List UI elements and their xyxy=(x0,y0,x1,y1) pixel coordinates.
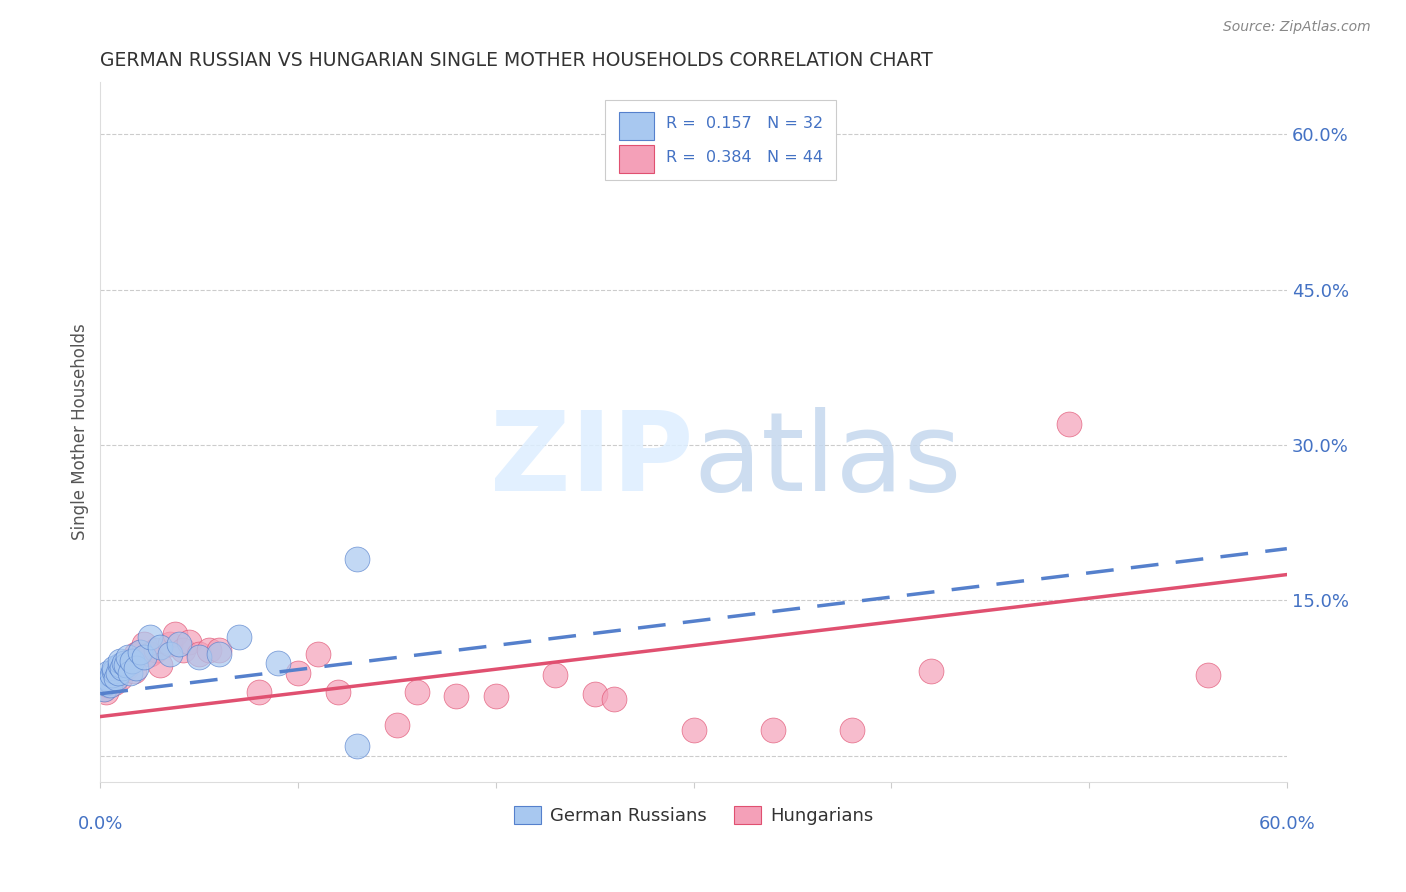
Point xyxy=(118,666,141,681)
Point xyxy=(198,643,221,657)
Point xyxy=(117,650,139,665)
Point xyxy=(1059,417,1081,432)
Point xyxy=(97,671,120,685)
Point xyxy=(169,637,191,651)
Point xyxy=(188,650,211,665)
Point xyxy=(115,657,138,672)
Text: R =  0.157   N = 32: R = 0.157 N = 32 xyxy=(666,116,824,131)
Text: 0.0%: 0.0% xyxy=(77,815,124,833)
Point xyxy=(125,648,148,662)
Point xyxy=(103,664,125,678)
Y-axis label: Single Mother Households: Single Mother Households xyxy=(72,324,89,541)
Point xyxy=(121,654,143,668)
Point xyxy=(115,661,138,675)
Point xyxy=(96,676,118,690)
Point xyxy=(129,645,152,659)
Point xyxy=(93,681,115,696)
Point xyxy=(208,643,231,657)
Text: atlas: atlas xyxy=(693,407,962,514)
Point xyxy=(111,661,134,675)
Point xyxy=(96,684,118,698)
Point xyxy=(108,657,131,672)
Point xyxy=(307,648,329,662)
Point xyxy=(108,671,131,685)
Point xyxy=(103,661,125,675)
Point xyxy=(682,723,704,737)
Point xyxy=(287,666,309,681)
Point xyxy=(139,648,162,662)
Point xyxy=(841,723,863,737)
Point xyxy=(544,668,567,682)
Point xyxy=(107,664,129,678)
Point xyxy=(159,637,181,651)
Text: ZIP: ZIP xyxy=(491,407,693,514)
Point xyxy=(129,645,152,659)
Point xyxy=(139,630,162,644)
Point xyxy=(103,676,125,690)
Bar xyxy=(619,112,654,140)
Point xyxy=(346,739,368,753)
Point xyxy=(149,657,172,672)
Point xyxy=(228,630,250,644)
Text: R =  0.384   N = 44: R = 0.384 N = 44 xyxy=(666,150,824,165)
Point xyxy=(145,643,167,657)
Point xyxy=(179,635,201,649)
Point xyxy=(111,661,134,675)
Legend: German Russians, Hungarians: German Russians, Hungarians xyxy=(506,798,880,832)
Point xyxy=(101,671,124,685)
Point xyxy=(108,654,131,668)
Point xyxy=(98,678,121,692)
Point xyxy=(583,687,606,701)
Text: 60.0%: 60.0% xyxy=(1258,815,1315,833)
Text: GERMAN RUSSIAN VS HUNGARIAN SINGLE MOTHER HOUSEHOLDS CORRELATION CHART: GERMAN RUSSIAN VS HUNGARIAN SINGLE MOTHE… xyxy=(100,51,934,70)
Point xyxy=(149,640,172,654)
Point xyxy=(172,643,194,657)
Point xyxy=(485,689,508,703)
Point xyxy=(446,689,468,703)
Point xyxy=(247,684,270,698)
Bar xyxy=(619,145,654,173)
Point xyxy=(165,626,187,640)
Point xyxy=(920,664,942,678)
Point xyxy=(122,664,145,678)
Point xyxy=(112,656,135,670)
Point xyxy=(326,684,349,698)
Point xyxy=(93,681,115,696)
Point xyxy=(132,650,155,665)
Point xyxy=(101,668,124,682)
Point xyxy=(105,671,128,685)
FancyBboxPatch shape xyxy=(605,100,837,180)
Point xyxy=(267,656,290,670)
Point xyxy=(762,723,785,737)
Point xyxy=(405,684,427,698)
Point xyxy=(98,674,121,689)
Point xyxy=(188,648,211,662)
Point xyxy=(603,692,626,706)
Text: Source: ZipAtlas.com: Source: ZipAtlas.com xyxy=(1223,20,1371,34)
Point xyxy=(98,674,121,689)
Point xyxy=(118,654,141,668)
Point xyxy=(125,661,148,675)
Point xyxy=(346,552,368,566)
Point xyxy=(385,718,408,732)
Point xyxy=(107,666,129,681)
Point xyxy=(105,668,128,682)
Point xyxy=(208,648,231,662)
Point xyxy=(1197,668,1219,682)
Point xyxy=(132,637,155,651)
Point xyxy=(159,648,181,662)
Point xyxy=(112,656,135,670)
Point xyxy=(97,678,120,692)
Point xyxy=(97,666,120,681)
